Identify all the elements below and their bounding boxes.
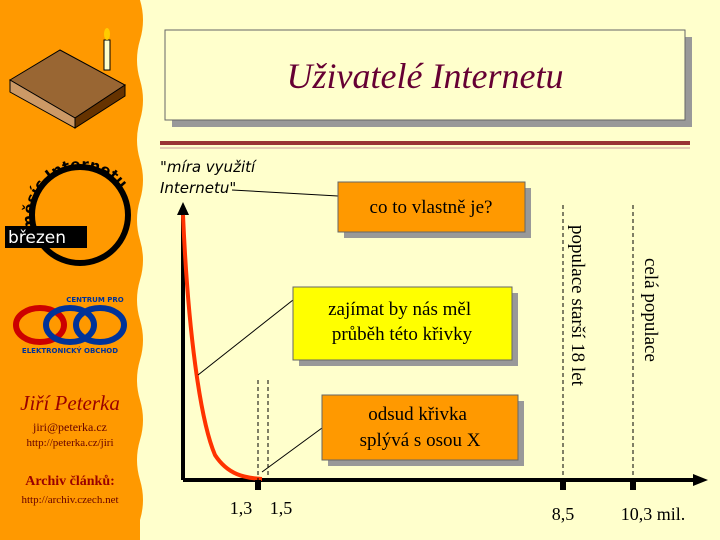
callout-box xyxy=(292,286,513,361)
tick-marks xyxy=(255,480,636,490)
curve xyxy=(181,214,263,481)
homepage: http://peterka.cz/jiri xyxy=(26,437,113,449)
archive-label: Archiv článků: xyxy=(25,474,115,489)
vertical-label: populace starší 18 let xyxy=(567,225,588,387)
x-labels: 1,3 1,5 8,5 10,3 mil. xyxy=(230,498,686,524)
sidebar xyxy=(0,0,143,540)
title-box xyxy=(164,29,686,121)
callout-box xyxy=(337,181,526,233)
callout-line: splývá s osou X xyxy=(360,430,481,451)
x-arrow xyxy=(693,474,708,486)
archive-url: http://archiv.czech.net xyxy=(21,494,118,506)
x-label: 1,3 xyxy=(230,498,253,518)
dashed-lines xyxy=(257,205,634,480)
vertical-label: celá populace xyxy=(640,258,661,362)
callout-line: odsud křivka xyxy=(368,404,467,425)
callout-text: odsud křivka splývá s osou X xyxy=(360,404,481,451)
x-label: 8,5 xyxy=(552,504,575,524)
center-top: CENTRUM PRO xyxy=(66,296,124,304)
callout-box xyxy=(321,394,519,461)
x-label: 1,5 xyxy=(270,498,293,518)
y-arrow xyxy=(177,202,189,215)
title: Uživatelé Internetu xyxy=(287,56,564,96)
callout-line: průběh této křivky xyxy=(332,324,473,345)
author: Jiří Peterka xyxy=(20,391,120,415)
y-label-line: "míra využití xyxy=(160,158,257,176)
logo-ceo: CENTRUM PRO ELEKTRONICKÝ OBCHOD xyxy=(13,296,127,355)
y-label: "míra využití Internetu" xyxy=(160,158,260,197)
callout-line: zajímat by nás měl xyxy=(328,299,471,320)
callout-text: zajímat by nás měl průběh této křivky xyxy=(328,299,476,345)
leader-lines xyxy=(197,189,339,473)
month: březen xyxy=(8,228,66,248)
logo-book xyxy=(9,28,126,129)
callout-text: co to vlastně je? xyxy=(370,197,493,218)
center-bottom: ELEKTRONICKÝ OBCHOD xyxy=(22,346,118,355)
email: jiri@peterka.cz xyxy=(32,420,107,434)
x-label: 10,3 mil. xyxy=(621,504,686,524)
y-label-line: Internetu" xyxy=(160,179,236,197)
